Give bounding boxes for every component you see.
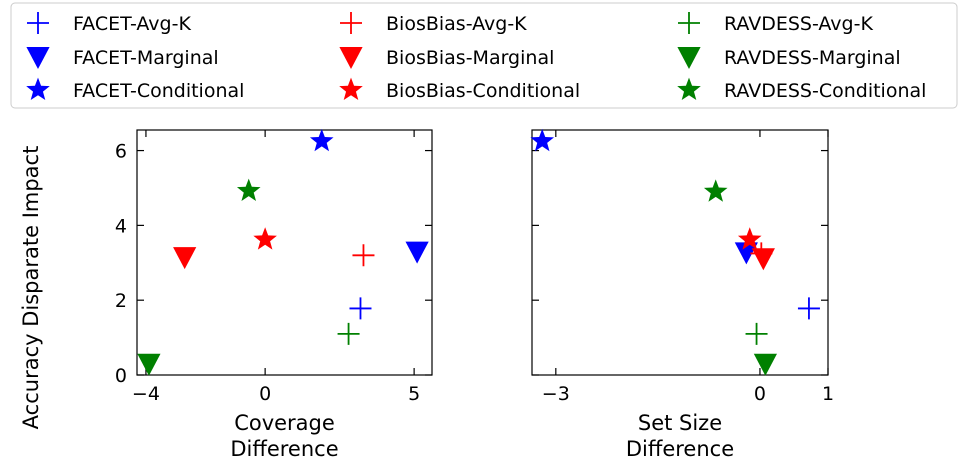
ravdess-conditional-legend-marker — [677, 77, 701, 101]
facet-avg-k-legend-marker — [27, 12, 49, 34]
y-tick-label: 2 — [115, 290, 127, 312]
point-ravdess-avg-k — [745, 322, 768, 345]
point-biosbias-marginal — [751, 248, 775, 271]
facet-conditional-legend-marker — [26, 77, 50, 101]
plot-frame — [136, 129, 433, 376]
point-ravdess-conditional — [236, 178, 261, 201]
legend-label: BiosBias-Marginal — [386, 47, 554, 69]
x-tick-label: 0 — [754, 383, 766, 405]
legend-item-facet-avg-k: FACET-Avg-K — [27, 12, 191, 35]
y-tick-label: 4 — [115, 215, 127, 237]
legend-label: FACET-Conditional — [73, 80, 244, 102]
point-facet-marginal — [405, 241, 429, 264]
point-facet-avg-k — [797, 297, 820, 320]
legend-label: FACET-Avg-K — [73, 13, 191, 35]
legend-frame — [10, 2, 958, 109]
ravdess-avg-k-legend-marker — [678, 12, 700, 34]
point-biosbias-marginal — [173, 247, 197, 270]
point-facet-conditional — [530, 128, 554, 152]
legend-label: RAVDESS-Avg-K — [724, 13, 873, 35]
point-biosbias-avg-k — [352, 244, 375, 267]
ravdess-marginal-legend-marker — [677, 47, 701, 69]
legend-item-ravdess-avg-k: RAVDESS-Avg-K — [678, 12, 873, 35]
biosbias-marginal-legend-marker — [339, 47, 363, 69]
point-ravdess-avg-k — [337, 322, 360, 345]
legend-label: RAVDESS-Marginal — [724, 47, 901, 69]
x-axis-label-line-2: Difference — [626, 437, 734, 461]
legend-label: BiosBias-Avg-K — [386, 13, 527, 35]
legend-item-biosbias-avg-k: BiosBias-Avg-K — [340, 12, 527, 35]
biosbias-avg-k-legend-marker — [340, 12, 362, 34]
point-facet-avg-k — [349, 297, 372, 320]
facet-marginal-legend-marker — [26, 47, 50, 69]
legend-item-facet-marginal: FACET-Marginal — [26, 47, 219, 69]
plot-frame — [531, 129, 829, 376]
y-tick-label: 0 — [115, 365, 127, 387]
y-tick-label: 6 — [115, 141, 127, 163]
legend-item-biosbias-marginal: BiosBias-Marginal — [339, 47, 554, 69]
legend-label: RAVDESS-Conditional — [724, 80, 926, 102]
biosbias-conditional-legend-marker — [339, 77, 363, 101]
point-ravdess-marginal — [137, 353, 161, 376]
legend-label: FACET-Marginal — [73, 47, 219, 69]
legend-item-biosbias-conditional: BiosBias-Conditional — [339, 77, 580, 102]
x-tick-label: 5 — [408, 383, 420, 405]
x-tick-label: 1 — [822, 383, 834, 405]
x-axis-label-line-2: Difference — [230, 437, 338, 461]
point-biosbias-conditional — [737, 227, 762, 250]
y-axis-label: Accuracy Disparate Impact — [19, 146, 43, 430]
x-tick-label: −3 — [542, 383, 570, 405]
legend-label: BiosBias-Conditional — [386, 80, 580, 102]
point-facet-marginal — [734, 242, 758, 265]
point-facet-conditional — [309, 128, 334, 152]
x-tick-label: −4 — [132, 383, 160, 405]
legend-item-ravdess-marginal: RAVDESS-Marginal — [677, 47, 901, 69]
legend-item-ravdess-conditional: RAVDESS-Conditional — [677, 77, 926, 102]
point-ravdess-conditional — [703, 179, 728, 202]
x-axis-label-line-1: Set Size — [638, 411, 722, 435]
point-biosbias-conditional — [253, 227, 277, 250]
x-tick-label: 0 — [259, 383, 271, 405]
point-ravdess-marginal — [753, 353, 777, 376]
legend-item-facet-conditional: FACET-Conditional — [26, 77, 244, 102]
legend: FACET-Avg-K FACET-Marginal FACET-Condition… — [10, 2, 958, 109]
x-axis-label-line-1: Coverage — [234, 411, 335, 435]
